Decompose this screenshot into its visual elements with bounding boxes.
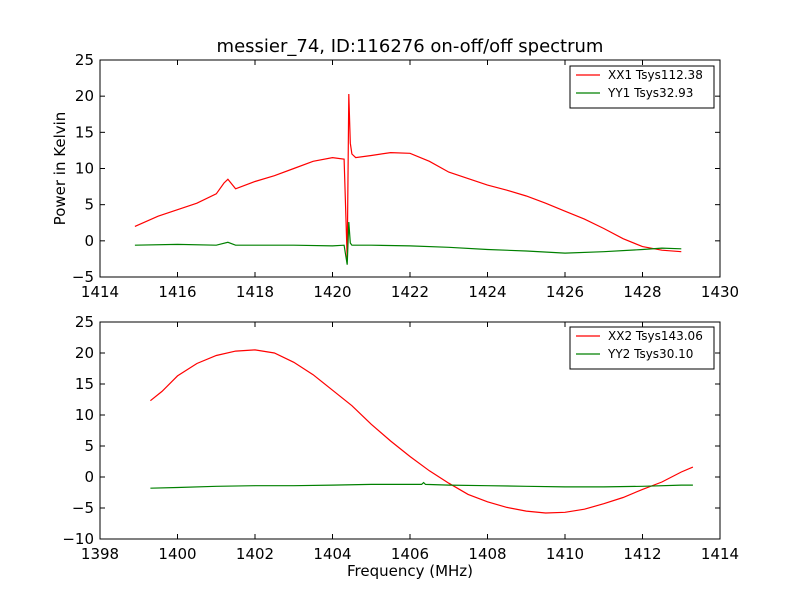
x-tick-label: 1428 bbox=[623, 283, 661, 301]
subplot-1: 1414 1416 1418 1420 1422 1424 1426 1428 1430 −5 0 5… bbox=[51, 36, 739, 301]
legend: XX1 Tsys112.38 YY1 Tsys32.93 bbox=[569, 65, 715, 109]
y-tick-label: 0 bbox=[84, 468, 94, 486]
y-tick-label: 10 bbox=[75, 406, 94, 424]
y-tick-label: 10 bbox=[75, 160, 94, 178]
legend-label: YY2 Tsys30.10 bbox=[607, 347, 693, 361]
y-tick-label: −5 bbox=[72, 268, 94, 286]
y-tick-label: 20 bbox=[75, 344, 94, 362]
y-tick-label: 15 bbox=[75, 375, 94, 393]
x-tick-label: 1400 bbox=[158, 545, 196, 563]
y-tick-label: 0 bbox=[84, 232, 94, 250]
y-tick-label: 5 bbox=[84, 437, 94, 455]
x-axis-label: Frequency (MHz) bbox=[347, 562, 473, 580]
y-tick-label: 15 bbox=[75, 123, 94, 141]
x-tick-label: 1424 bbox=[468, 283, 506, 301]
x-tick-label: 1416 bbox=[158, 283, 196, 301]
x-tick-label: 1420 bbox=[313, 283, 351, 301]
x-tick-label: 1410 bbox=[546, 545, 584, 563]
x-tick-label: 1426 bbox=[546, 283, 584, 301]
series-line-xx2 bbox=[150, 349, 694, 514]
series-line-xx1 bbox=[134, 93, 682, 259]
x-tick-label: 1404 bbox=[313, 545, 351, 563]
x-tick-label: 1422 bbox=[391, 283, 429, 301]
legend-box bbox=[569, 65, 715, 109]
series-line-yy2 bbox=[150, 481, 693, 489]
legend-box bbox=[569, 326, 715, 370]
x-tick-label: 1398 bbox=[81, 545, 119, 563]
y-tick-label: −5 bbox=[72, 499, 94, 517]
legend: XX2 Tsys143.06 YY2 Tsys30.10 bbox=[569, 326, 715, 370]
series-line-yy1 bbox=[134, 221, 682, 265]
legend-label: XX1 Tsys112.38 bbox=[608, 68, 703, 82]
x-tick-label: 1414 bbox=[81, 283, 119, 301]
subplot-2: 1398 1400 1402 1404 1406 1408 1410 1412 1414 −10 −… bbox=[62, 313, 739, 580]
y-tick-label: −10 bbox=[62, 530, 94, 548]
x-tick-label: 1406 bbox=[391, 545, 429, 563]
chart-title: messier_74, ID:116276 on-off/off spectru… bbox=[217, 36, 604, 57]
y-tick-label: 20 bbox=[75, 87, 94, 105]
y-tick-label: 5 bbox=[84, 196, 94, 214]
y-axis-label: Power in Kelvin bbox=[51, 112, 69, 226]
x-tick-label: 1402 bbox=[236, 545, 274, 563]
x-tick-label: 1408 bbox=[468, 545, 506, 563]
x-tick-label: 1430 bbox=[701, 283, 739, 301]
x-tick-label: 1418 bbox=[236, 283, 274, 301]
y-tick-label: 25 bbox=[75, 51, 94, 69]
x-tick-label: 1414 bbox=[701, 545, 739, 563]
legend-label: YY1 Tsys32.93 bbox=[607, 86, 693, 100]
legend-label: XX2 Tsys143.06 bbox=[608, 329, 703, 343]
y-tick-label: 25 bbox=[75, 313, 94, 331]
x-tick-label: 1412 bbox=[623, 545, 661, 563]
